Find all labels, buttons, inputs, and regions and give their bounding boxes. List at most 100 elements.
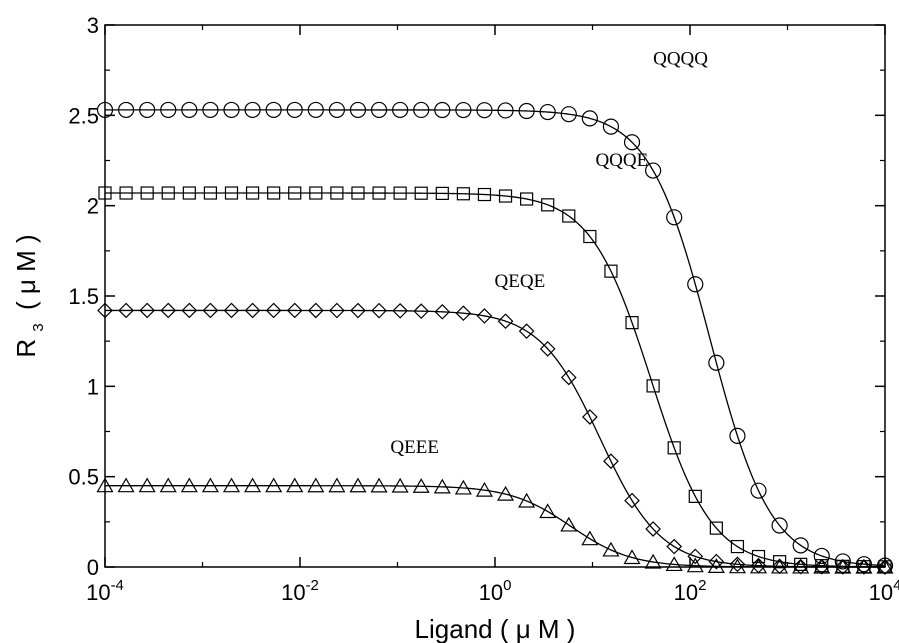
data-point-QQQQ: [518, 102, 535, 120]
fit-curve-QQQQ: [105, 109, 886, 567]
data-point-QQQQ: [307, 101, 324, 119]
x-tick-label: 100: [479, 577, 512, 605]
data-point-QQQQ: [771, 517, 788, 534]
x-tick-label: 10-2: [281, 577, 319, 605]
data-point-QEEE: [497, 485, 515, 501]
series-labels: QQQQ QQQE QEQE QEEE: [390, 49, 708, 458]
data-point-QEEE: [159, 477, 177, 493]
y-axis-title: R 3 ( μ M ): [11, 234, 49, 357]
data-point-QEEE: [686, 557, 704, 573]
data-point-QQQQ: [560, 106, 577, 123]
data-point-QQQE: [562, 209, 576, 223]
data-point-QEQE: [160, 302, 177, 319]
data-point-QEQE: [244, 302, 261, 319]
data-point-QEQE: [877, 559, 893, 575]
y-axis-title-sub: 3: [30, 323, 47, 331]
data-point-QEEE: [117, 477, 135, 493]
data-point-QEEE: [644, 553, 662, 569]
data-point-QEQE: [97, 302, 113, 319]
data-point-QQQQ: [286, 101, 303, 119]
data-point-QEQE: [392, 302, 408, 319]
data-point-QEQE: [350, 302, 366, 319]
data-point-QEEE: [328, 477, 346, 493]
data-point-QQQQ: [602, 118, 620, 135]
data-point-QQQE: [119, 186, 133, 200]
data-point-QEEE: [454, 479, 472, 495]
data-point-QEEE: [539, 503, 557, 519]
data-point-QQQQ: [413, 101, 430, 119]
data-point-QEEE: [349, 477, 367, 493]
y-tick-label: 0.5: [68, 465, 99, 490]
data-point-QQQQ: [96, 101, 114, 119]
data-point-QEEE: [391, 477, 409, 493]
data-point-QEEE: [855, 558, 873, 574]
data-point-QEQE: [181, 302, 198, 319]
data-point-QQQE: [309, 186, 323, 200]
data-point-QEQE: [307, 302, 324, 319]
data-point-QQQQ: [708, 354, 725, 371]
data-point-QEEE: [623, 549, 641, 565]
data-point-QEQE: [792, 558, 809, 575]
data-point-QQQE: [351, 186, 365, 200]
data-point-QEQE: [455, 305, 472, 322]
data-point-QQQQ: [349, 101, 367, 119]
data-point-QQQE: [625, 316, 639, 330]
data-point-QEEE: [518, 492, 536, 508]
data-point-QQQQ: [181, 101, 198, 119]
data-point-QQQE: [98, 186, 112, 200]
data-point-QQQQ: [328, 101, 345, 119]
data-point-QQQE: [751, 549, 766, 564]
series-label-QEQE: QEQE: [495, 271, 546, 292]
data-point-QQQE: [224, 186, 239, 200]
data-point-QEQE: [476, 308, 493, 324]
data-point-QEEE: [581, 530, 599, 546]
data-point-QQQE: [646, 379, 660, 393]
data-point-QEQE: [434, 303, 451, 320]
series-label-QEEE: QEEE: [390, 437, 439, 458]
data-point-QEEE: [475, 481, 493, 497]
data-point-QQQE: [161, 186, 175, 200]
data-point-QQQE: [583, 229, 597, 244]
data-point-QEEE: [180, 477, 198, 493]
data-point-QQQE: [288, 186, 302, 200]
data-point-QQQQ: [729, 427, 746, 444]
data-point-QQQE: [667, 441, 681, 455]
data-point-QEEE: [602, 541, 620, 557]
data-point-QQQQ: [139, 101, 156, 119]
x-axis: 10-4 10-2 100 102 104: [86, 25, 899, 605]
data-point-QQQQ: [834, 553, 851, 570]
fit-curve-QEQE: [105, 309, 885, 568]
y-axis-title-main: R: [11, 339, 41, 358]
data-point-QQQQ: [645, 162, 662, 179]
data-point-QEEE: [433, 478, 451, 494]
data-point-QQQQ: [244, 101, 261, 119]
y-tick-label: 1.5: [68, 284, 99, 309]
x-tick-label: 104: [869, 577, 899, 605]
y-tick-label: 1: [87, 374, 99, 399]
y-tick-label: 0: [87, 555, 99, 580]
data-point-QEEE: [201, 477, 219, 493]
data-point-QQQE: [435, 186, 449, 200]
data-point-QEQE: [265, 302, 282, 319]
data-point-QQQE: [203, 186, 218, 200]
data-point-QEQE: [603, 453, 619, 470]
data-point-QQQE: [604, 264, 618, 278]
data-point-QQQQ: [392, 101, 409, 119]
data-point-QQQQ: [813, 547, 830, 565]
data-point-QQQE: [520, 192, 534, 206]
y-tick-label: 3: [87, 13, 99, 38]
data-point-QQQQ: [160, 101, 177, 119]
data-point-QQQE: [794, 557, 808, 571]
data-point-QEQE: [518, 323, 535, 339]
data-point-QEEE: [665, 556, 683, 572]
data-point-QQQQ: [750, 482, 767, 499]
data-point-QQQQ: [434, 101, 451, 119]
data-point-QEQE: [118, 302, 134, 319]
data-point-QEEE: [307, 477, 325, 493]
data-point-QQQQ: [370, 101, 388, 119]
series-label-QQQQ: QQQQ: [653, 49, 708, 70]
data-point-QQQE: [245, 186, 260, 200]
data-point-QEQE: [329, 302, 345, 319]
data-point-QQQQ: [117, 101, 135, 119]
